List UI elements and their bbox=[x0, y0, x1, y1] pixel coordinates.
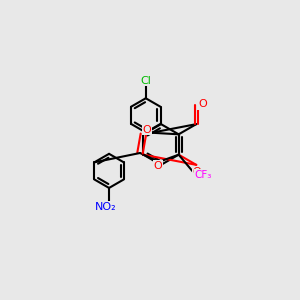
Text: O: O bbox=[198, 99, 207, 109]
Text: O: O bbox=[154, 161, 162, 171]
Text: Cl: Cl bbox=[140, 76, 151, 85]
Text: CF₃: CF₃ bbox=[194, 170, 212, 180]
Text: O: O bbox=[142, 124, 151, 135]
Text: O: O bbox=[193, 167, 201, 177]
Text: NO₂: NO₂ bbox=[95, 202, 117, 212]
